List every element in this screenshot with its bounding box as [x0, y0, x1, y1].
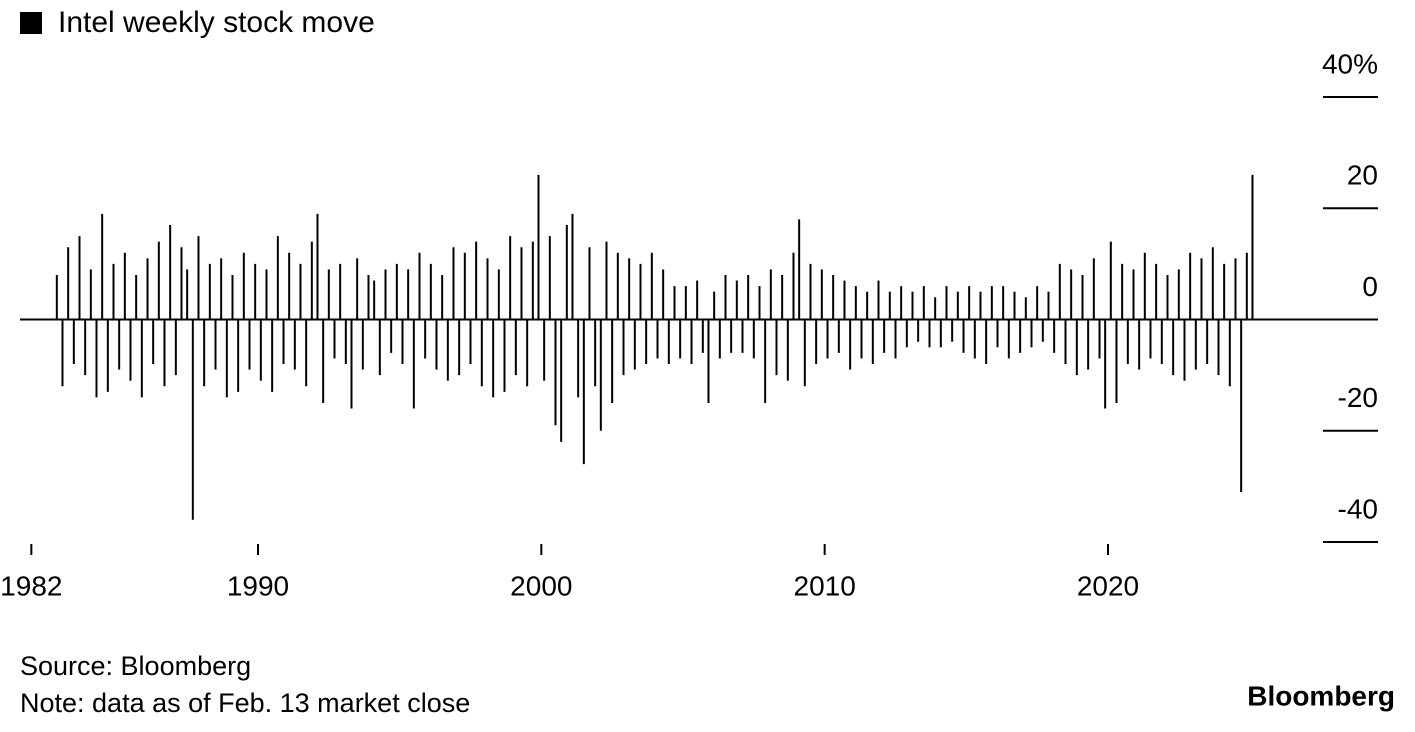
x-tick-label: 1982 [0, 570, 62, 601]
note: Note: data as of Feb. 13 market close [20, 688, 470, 718]
y-tick-label: -20 [1338, 382, 1378, 413]
x-tick-label: 2000 [510, 570, 572, 601]
legend-label: Intel weekly stock move [58, 6, 375, 39]
legend-swatch [20, 12, 42, 34]
brand: Bloomberg [1247, 680, 1395, 711]
source: Source: Bloomberg [20, 651, 251, 681]
y-tick-label: 0 [1362, 271, 1378, 302]
y-tick-label: 20 [1347, 160, 1378, 191]
x-tick-label: 2010 [794, 570, 856, 601]
y-tick-label: 40% [1322, 48, 1378, 79]
x-tick-label: 2020 [1077, 570, 1139, 601]
y-tick-label: -40 [1338, 493, 1378, 524]
x-tick-label: 1990 [227, 570, 289, 601]
